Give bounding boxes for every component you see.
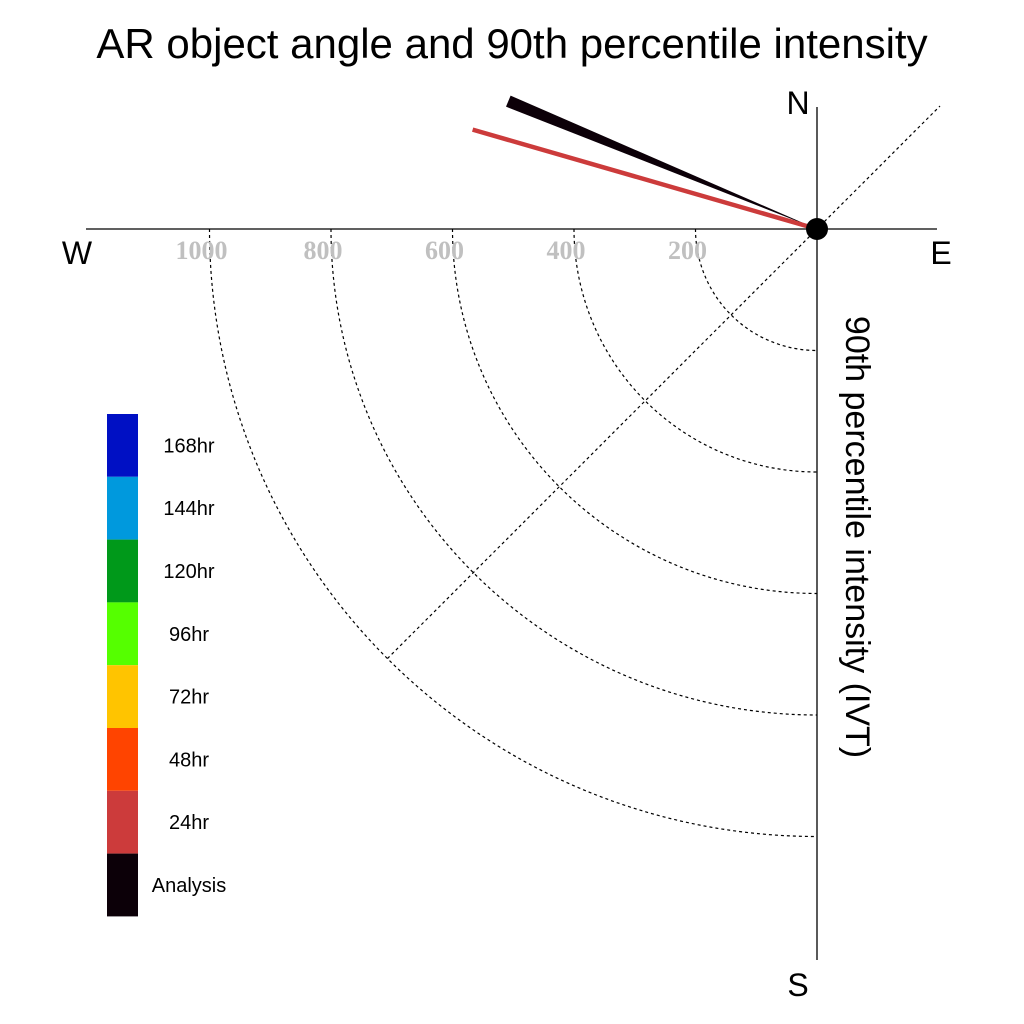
ring-1000: [208, 228, 818, 838]
legend-swatch-48hr: [107, 728, 138, 791]
legend-label-analysis: Analysis: [152, 875, 226, 897]
ring-label-600: 600: [425, 236, 464, 265]
polar-grid: [208, 105, 941, 838]
legend-label-144hr: 144hr: [163, 498, 214, 520]
vector-series: [472, 95, 818, 232]
legend-swatch-120hr: [107, 539, 138, 603]
legend-label-48hr: 48hr: [169, 749, 209, 771]
ring-600: [451, 228, 818, 595]
ring-label-1000: 1000: [176, 236, 228, 265]
legend: 168hr 144hr 120hr 96hr 72hr 48hr 24hr Analysis: [107, 414, 226, 917]
diagonal-guide: [387, 105, 941, 659]
chart-title: AR object angle and 90th percentile inte…: [96, 20, 927, 67]
vector-24hr: [472, 127, 818, 232]
ring-200: [694, 228, 818, 352]
compass-west: W: [62, 235, 93, 271]
ring-800: [330, 228, 818, 716]
legend-swatch-144hr: [107, 476, 138, 540]
legend-label-24hr: 24hr: [169, 812, 209, 834]
ring-label-400: 400: [547, 236, 586, 265]
ring-400: [573, 228, 818, 473]
ring-label-200: 200: [668, 236, 707, 265]
legend-swatch-analysis: [107, 853, 138, 917]
radial-axis-title: 90th percentile intensity (IVT): [838, 316, 876, 758]
legend-swatch-96hr: [107, 602, 138, 666]
ring-label-800: 800: [304, 236, 343, 265]
legend-swatch-168hr: [107, 414, 138, 477]
compass-north: N: [786, 85, 809, 121]
vector-analysis: [506, 95, 817, 229]
legend-swatch-72hr: [107, 665, 138, 728]
origin-marker: [806, 218, 828, 240]
legend-swatch-24hr: [107, 790, 138, 854]
compass-south: S: [787, 967, 808, 1003]
legend-label-72hr: 72hr: [169, 687, 209, 709]
compass-east: E: [930, 235, 951, 271]
legend-label-168hr: 168hr: [163, 435, 214, 457]
legend-label-120hr: 120hr: [163, 561, 214, 583]
ring-labels: 200 400 600 800 1000: [176, 236, 708, 265]
legend-label-96hr: 96hr: [169, 624, 209, 646]
